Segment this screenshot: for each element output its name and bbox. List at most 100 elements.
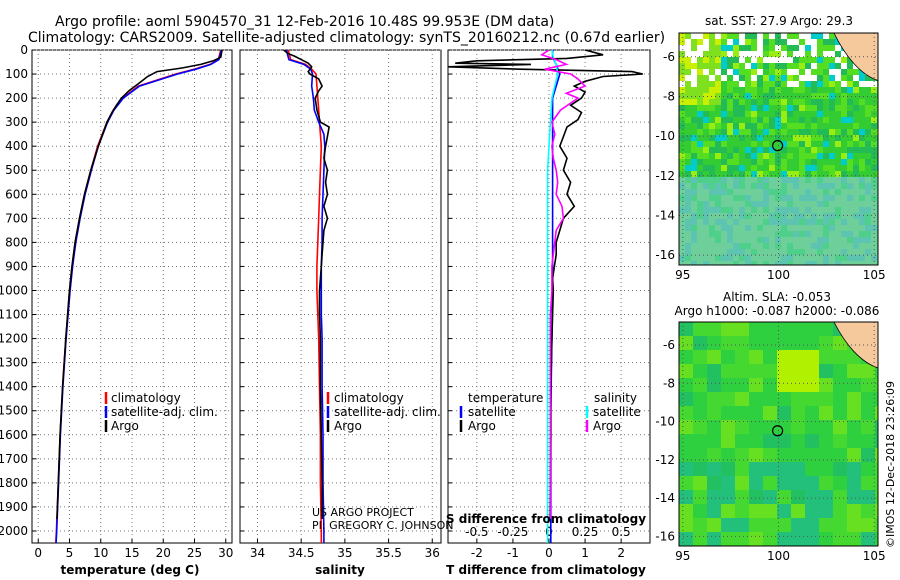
map-cell	[777, 504, 792, 519]
map-cell	[715, 63, 722, 70]
map-cell	[817, 201, 824, 208]
map-cell	[781, 165, 788, 172]
map-cell	[769, 39, 776, 46]
map-cell	[715, 243, 722, 250]
map-cell	[757, 75, 764, 82]
map-cell	[805, 434, 820, 449]
map-cell	[823, 183, 830, 190]
map-cell	[769, 171, 776, 178]
map-cell	[775, 201, 782, 208]
map-cell	[775, 75, 782, 82]
map-cell	[757, 129, 764, 136]
y-tick-label: 1800	[0, 476, 28, 490]
map-cell	[769, 45, 776, 52]
map-cell	[835, 207, 842, 214]
map-cell	[735, 532, 750, 546]
map-cell	[833, 434, 848, 449]
map-cell	[823, 213, 830, 220]
map-cell	[835, 105, 842, 112]
temperature-panel: 0100200300400500600700800900100011001200…	[0, 43, 233, 560]
map-cell	[781, 63, 788, 70]
map-cell	[679, 255, 686, 262]
map-cell	[745, 105, 752, 112]
map-cell	[859, 117, 866, 124]
map-cell	[697, 189, 704, 196]
map-cell	[793, 123, 800, 130]
map-cell	[697, 69, 704, 76]
map-cell	[769, 207, 776, 214]
map-cell	[751, 183, 758, 190]
map-cell	[835, 123, 842, 130]
map-cell	[679, 99, 686, 106]
map-cell	[751, 249, 758, 256]
map-cell	[811, 249, 818, 256]
map-cell	[763, 261, 770, 265]
map-cell	[751, 33, 758, 40]
map-cell	[727, 75, 734, 82]
map-cell	[835, 129, 842, 136]
map-cell	[853, 219, 860, 226]
map-cell	[715, 147, 722, 154]
map-cell	[819, 518, 834, 533]
map-cell	[749, 350, 764, 365]
map-cell	[707, 336, 722, 351]
map-cell	[721, 57, 728, 64]
map-cell	[847, 75, 854, 82]
map-cell	[727, 81, 734, 88]
map-cell	[835, 45, 842, 52]
map-cell	[833, 378, 848, 393]
map-cell	[865, 207, 872, 214]
map-cell	[791, 336, 806, 351]
map-cell	[829, 105, 836, 112]
map-cell	[841, 57, 848, 64]
map-cell	[703, 141, 710, 148]
map-cell	[793, 249, 800, 256]
map-cell	[739, 93, 746, 100]
map-cell	[805, 123, 812, 130]
map-cell	[829, 207, 836, 214]
map-cell	[697, 45, 704, 52]
map-cell	[833, 406, 848, 421]
map-cell	[775, 261, 782, 265]
map-cell	[793, 99, 800, 106]
map-cell	[757, 105, 764, 112]
map-cell	[685, 207, 692, 214]
map-cell	[847, 225, 854, 232]
map-cell	[835, 213, 842, 220]
map-cell	[769, 99, 776, 106]
map-cell	[819, 364, 834, 379]
map-cell	[781, 51, 788, 58]
map-cell	[769, 255, 776, 262]
map-cell	[727, 201, 734, 208]
map-cell	[847, 69, 854, 76]
x-tick-label: 35.5	[375, 546, 402, 560]
map-cell	[871, 213, 878, 220]
map-cell	[739, 45, 746, 52]
map-cell	[715, 189, 722, 196]
map-cell	[751, 255, 758, 262]
map-cell	[751, 213, 758, 220]
map-cell	[727, 87, 734, 94]
map-cell	[769, 57, 776, 64]
map-cell	[709, 183, 716, 190]
map-cell	[709, 207, 716, 214]
map-cell	[679, 105, 686, 112]
difference-legend-salinity: salinity satellite Argo	[585, 391, 641, 433]
map-cell	[799, 249, 806, 256]
map-cell	[841, 225, 848, 232]
map-cell	[733, 225, 740, 232]
map-cell	[691, 57, 698, 64]
map-cell	[853, 255, 860, 262]
map-cell	[791, 378, 806, 393]
map-cell	[751, 57, 758, 64]
temperature-panel-frame	[31, 49, 233, 544]
map-cell	[787, 39, 794, 46]
map-cell	[697, 225, 704, 232]
map-cell	[757, 81, 764, 88]
map-cell	[715, 213, 722, 220]
map-cell	[829, 147, 836, 154]
map-cell	[787, 33, 794, 40]
map-cell	[859, 129, 866, 136]
map-cell	[817, 165, 824, 172]
map-cell	[847, 105, 854, 112]
